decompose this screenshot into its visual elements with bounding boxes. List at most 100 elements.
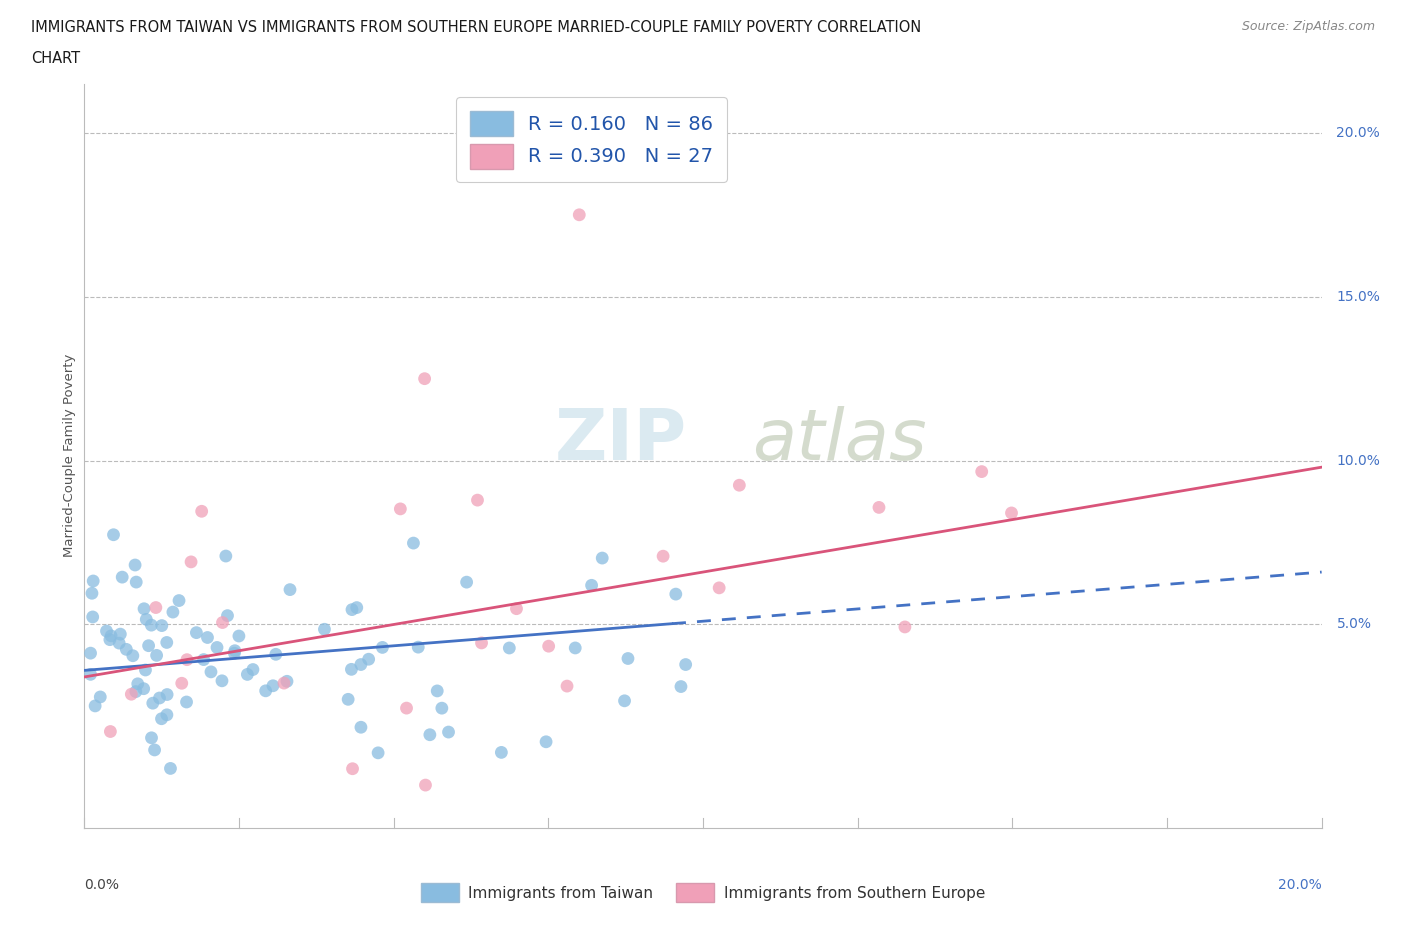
Point: [340, 662, 363, 677]
Point: [143, 742, 166, 757]
Point: [402, 536, 425, 551]
Point: [89, 689, 111, 704]
Point: [145, 648, 167, 663]
Text: 15.0%: 15.0%: [1337, 290, 1381, 304]
Point: [228, 629, 250, 644]
Point: [197, 630, 219, 644]
Point: [200, 664, 222, 679]
Point: [115, 642, 138, 657]
Point: [167, 593, 190, 608]
Point: [419, 727, 441, 742]
Point: [555, 679, 578, 694]
Point: [675, 658, 697, 672]
Point: [211, 615, 233, 630]
Point: [970, 464, 993, 479]
Point: [103, 527, 125, 542]
Point: [142, 696, 165, 711]
Point: [613, 694, 636, 709]
Point: [84, 698, 107, 713]
Point: [342, 762, 364, 777]
Point: [159, 761, 181, 776]
Point: [124, 558, 146, 573]
Point: [568, 207, 591, 222]
Y-axis label: Married-Couple Family Poverty: Married-Couple Family Poverty: [63, 354, 76, 557]
Point: [100, 629, 122, 644]
Point: [389, 501, 412, 516]
Point: [340, 603, 363, 618]
Point: [138, 638, 160, 653]
Point: [350, 658, 373, 672]
Point: [894, 619, 917, 634]
Point: [430, 700, 453, 715]
Point: [868, 500, 890, 515]
Point: [127, 676, 149, 691]
Text: IMMIGRANTS FROM TAIWAN VS IMMIGRANTS FROM SOUTHERN EUROPE MARRIED-COUPLE FAMILY : IMMIGRANTS FROM TAIWAN VS IMMIGRANTS FRO…: [31, 20, 921, 35]
Point: [82, 609, 104, 624]
Point: [1000, 506, 1022, 521]
Point: [371, 640, 394, 655]
Point: [498, 641, 520, 656]
Legend: R = 0.160   N = 86, R = 0.390   N = 27: R = 0.160 N = 86, R = 0.390 N = 27: [457, 97, 727, 182]
Point: [148, 691, 170, 706]
Point: [132, 602, 155, 617]
Point: [581, 578, 603, 592]
Point: [79, 667, 101, 682]
Point: [125, 575, 148, 590]
Point: [186, 625, 208, 640]
Point: [79, 645, 101, 660]
Point: [156, 687, 179, 702]
Text: 20.0%: 20.0%: [1278, 878, 1322, 892]
Point: [669, 679, 692, 694]
Point: [278, 582, 301, 597]
Text: 10.0%: 10.0%: [1337, 454, 1381, 468]
Point: [141, 730, 163, 745]
Point: [707, 580, 730, 595]
Point: [413, 371, 436, 386]
Point: [346, 600, 368, 615]
Text: Source: ZipAtlas.com: Source: ZipAtlas.com: [1241, 20, 1375, 33]
Point: [467, 493, 489, 508]
Point: [470, 635, 492, 650]
Point: [262, 678, 284, 693]
Legend: Immigrants from Taiwan, Immigrants from Southern Europe: Immigrants from Taiwan, Immigrants from …: [415, 877, 991, 909]
Text: atlas: atlas: [752, 406, 927, 475]
Point: [205, 640, 228, 655]
Point: [121, 648, 143, 663]
Point: [193, 652, 215, 667]
Point: [537, 639, 560, 654]
Point: [357, 652, 380, 667]
Point: [406, 640, 429, 655]
Point: [224, 645, 246, 660]
Point: [211, 673, 233, 688]
Point: [125, 684, 148, 699]
Point: [215, 549, 238, 564]
Point: [652, 549, 675, 564]
Point: [395, 700, 418, 715]
Point: [170, 676, 193, 691]
Point: [134, 662, 156, 677]
Point: [534, 735, 557, 750]
Point: [150, 711, 173, 726]
Point: [156, 708, 179, 723]
Point: [264, 647, 287, 662]
Point: [141, 618, 163, 632]
Point: [437, 724, 460, 739]
Point: [236, 667, 259, 682]
Point: [591, 551, 613, 565]
Point: [80, 586, 103, 601]
Point: [132, 682, 155, 697]
Point: [156, 635, 179, 650]
Text: CHART: CHART: [31, 51, 80, 66]
Point: [180, 554, 202, 569]
Point: [176, 652, 198, 667]
Point: [456, 575, 478, 590]
Point: [120, 686, 142, 701]
Text: 5.0%: 5.0%: [1337, 618, 1371, 631]
Point: [564, 641, 586, 656]
Point: [190, 504, 212, 519]
Point: [100, 724, 122, 739]
Text: 0.0%: 0.0%: [84, 878, 120, 892]
Point: [145, 600, 167, 615]
Point: [176, 695, 198, 710]
Point: [505, 602, 527, 617]
